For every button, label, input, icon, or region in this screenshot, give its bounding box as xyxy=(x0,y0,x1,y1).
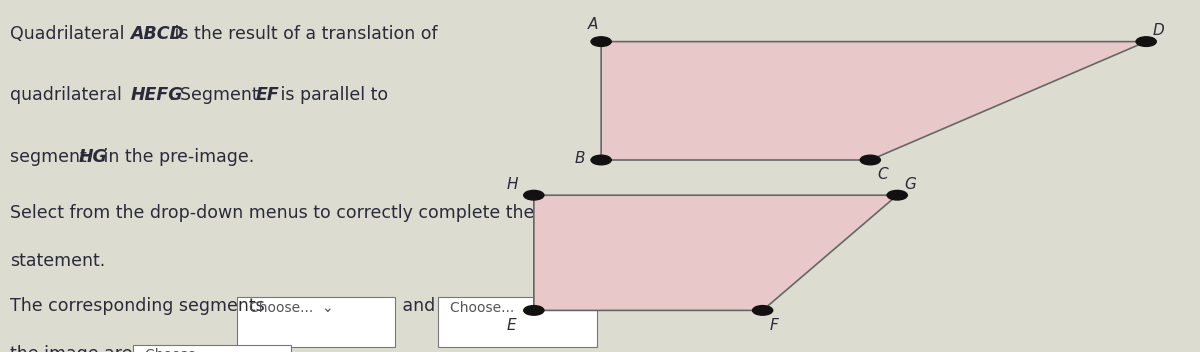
Text: segment: segment xyxy=(10,148,92,166)
Text: G: G xyxy=(904,177,916,192)
Text: HEFG: HEFG xyxy=(131,86,184,104)
Text: is parallel to: is parallel to xyxy=(275,86,388,104)
Text: is the result of a translation of: is the result of a translation of xyxy=(169,25,438,43)
Text: D: D xyxy=(1153,23,1165,38)
Text: ABCD: ABCD xyxy=(131,25,185,43)
Text: Quadrilateral: Quadrilateral xyxy=(10,25,130,43)
FancyBboxPatch shape xyxy=(438,297,596,347)
Text: the image are: the image are xyxy=(10,345,132,352)
Circle shape xyxy=(523,190,544,200)
Circle shape xyxy=(592,155,611,165)
Text: Choose...  ⌄: Choose... ⌄ xyxy=(248,301,334,315)
Text: EF: EF xyxy=(256,86,280,104)
Text: H: H xyxy=(506,177,518,192)
Text: E: E xyxy=(506,318,516,333)
Text: F: F xyxy=(769,318,778,333)
Polygon shape xyxy=(601,42,1146,160)
Circle shape xyxy=(887,190,907,200)
Text: The corresponding segments: The corresponding segments xyxy=(10,297,264,315)
Circle shape xyxy=(1136,37,1157,46)
Text: Choose...  ⌄: Choose... ⌄ xyxy=(145,348,229,352)
Text: Select from the drop-down menus to correctly complete the: Select from the drop-down menus to corre… xyxy=(10,204,534,222)
Text: in: in xyxy=(599,297,620,315)
Text: HG: HG xyxy=(79,148,108,166)
Text: statement.: statement. xyxy=(10,252,104,270)
Text: . Segment: . Segment xyxy=(169,86,264,104)
FancyBboxPatch shape xyxy=(236,297,395,347)
Text: quadrilateral: quadrilateral xyxy=(10,86,127,104)
Text: Choose...  ⌄: Choose... ⌄ xyxy=(450,301,535,315)
Text: and: and xyxy=(397,297,442,315)
Text: A: A xyxy=(588,17,598,32)
Circle shape xyxy=(523,306,544,315)
Text: B: B xyxy=(575,151,584,166)
Circle shape xyxy=(592,37,611,46)
Circle shape xyxy=(860,155,881,165)
Text: C: C xyxy=(877,167,888,182)
Polygon shape xyxy=(534,195,898,310)
FancyBboxPatch shape xyxy=(133,345,292,352)
Text: in the pre-image.: in the pre-image. xyxy=(98,148,254,166)
Circle shape xyxy=(752,306,773,315)
